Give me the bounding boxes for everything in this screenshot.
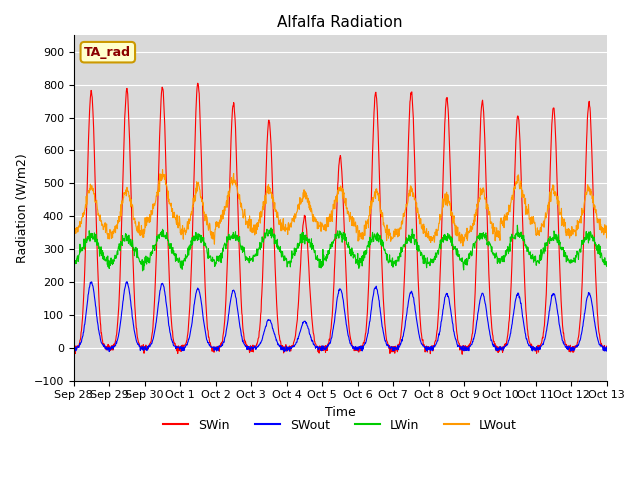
SWin	[248, 346, 256, 352]
SWin	[603, 343, 611, 349]
LWout	[459, 243, 467, 249]
SWin	[493, 344, 501, 350]
LWin	[189, 241, 196, 247]
SWout	[106, 348, 113, 354]
LWout	[189, 203, 196, 208]
SWout	[493, 347, 501, 352]
Line: LWout: LWout	[74, 169, 607, 246]
SWout	[540, 338, 548, 344]
SWin	[423, 344, 431, 349]
LWout	[159, 167, 166, 172]
SWin	[540, 325, 548, 331]
LWin	[540, 251, 548, 256]
LWin	[248, 256, 256, 262]
Legend: SWin, SWout, LWin, LWout: SWin, SWout, LWin, LWout	[158, 414, 522, 437]
LWin	[493, 253, 500, 259]
SWout	[603, 348, 611, 354]
SWout	[249, 347, 257, 352]
LWin	[423, 260, 431, 265]
LWout	[70, 231, 77, 237]
LWout	[176, 216, 184, 221]
Y-axis label: Radiation (W/m2): Radiation (W/m2)	[15, 153, 28, 263]
SWout	[70, 346, 77, 352]
LWout	[423, 234, 431, 240]
X-axis label: Time: Time	[324, 406, 355, 419]
SWout	[123, 279, 131, 285]
SWin	[194, 80, 202, 86]
LWin	[513, 222, 521, 228]
SWout	[424, 347, 431, 352]
SWout	[176, 345, 184, 350]
LWin	[603, 264, 611, 269]
Line: LWin: LWin	[74, 225, 607, 271]
SWin	[458, 351, 466, 357]
LWin	[176, 257, 184, 263]
SWout	[189, 313, 196, 319]
Line: SWout: SWout	[74, 282, 607, 351]
Title: Alfalfa Radiation: Alfalfa Radiation	[277, 15, 403, 30]
LWin	[70, 258, 77, 264]
LWout	[540, 224, 548, 230]
Line: SWin: SWin	[74, 83, 607, 354]
SWin	[175, 348, 183, 354]
SWin	[188, 240, 196, 246]
Text: TA_rad: TA_rad	[84, 46, 131, 59]
LWin	[139, 268, 147, 274]
LWout	[493, 234, 501, 240]
LWout	[603, 235, 611, 240]
SWin	[70, 345, 77, 350]
LWout	[248, 230, 256, 236]
